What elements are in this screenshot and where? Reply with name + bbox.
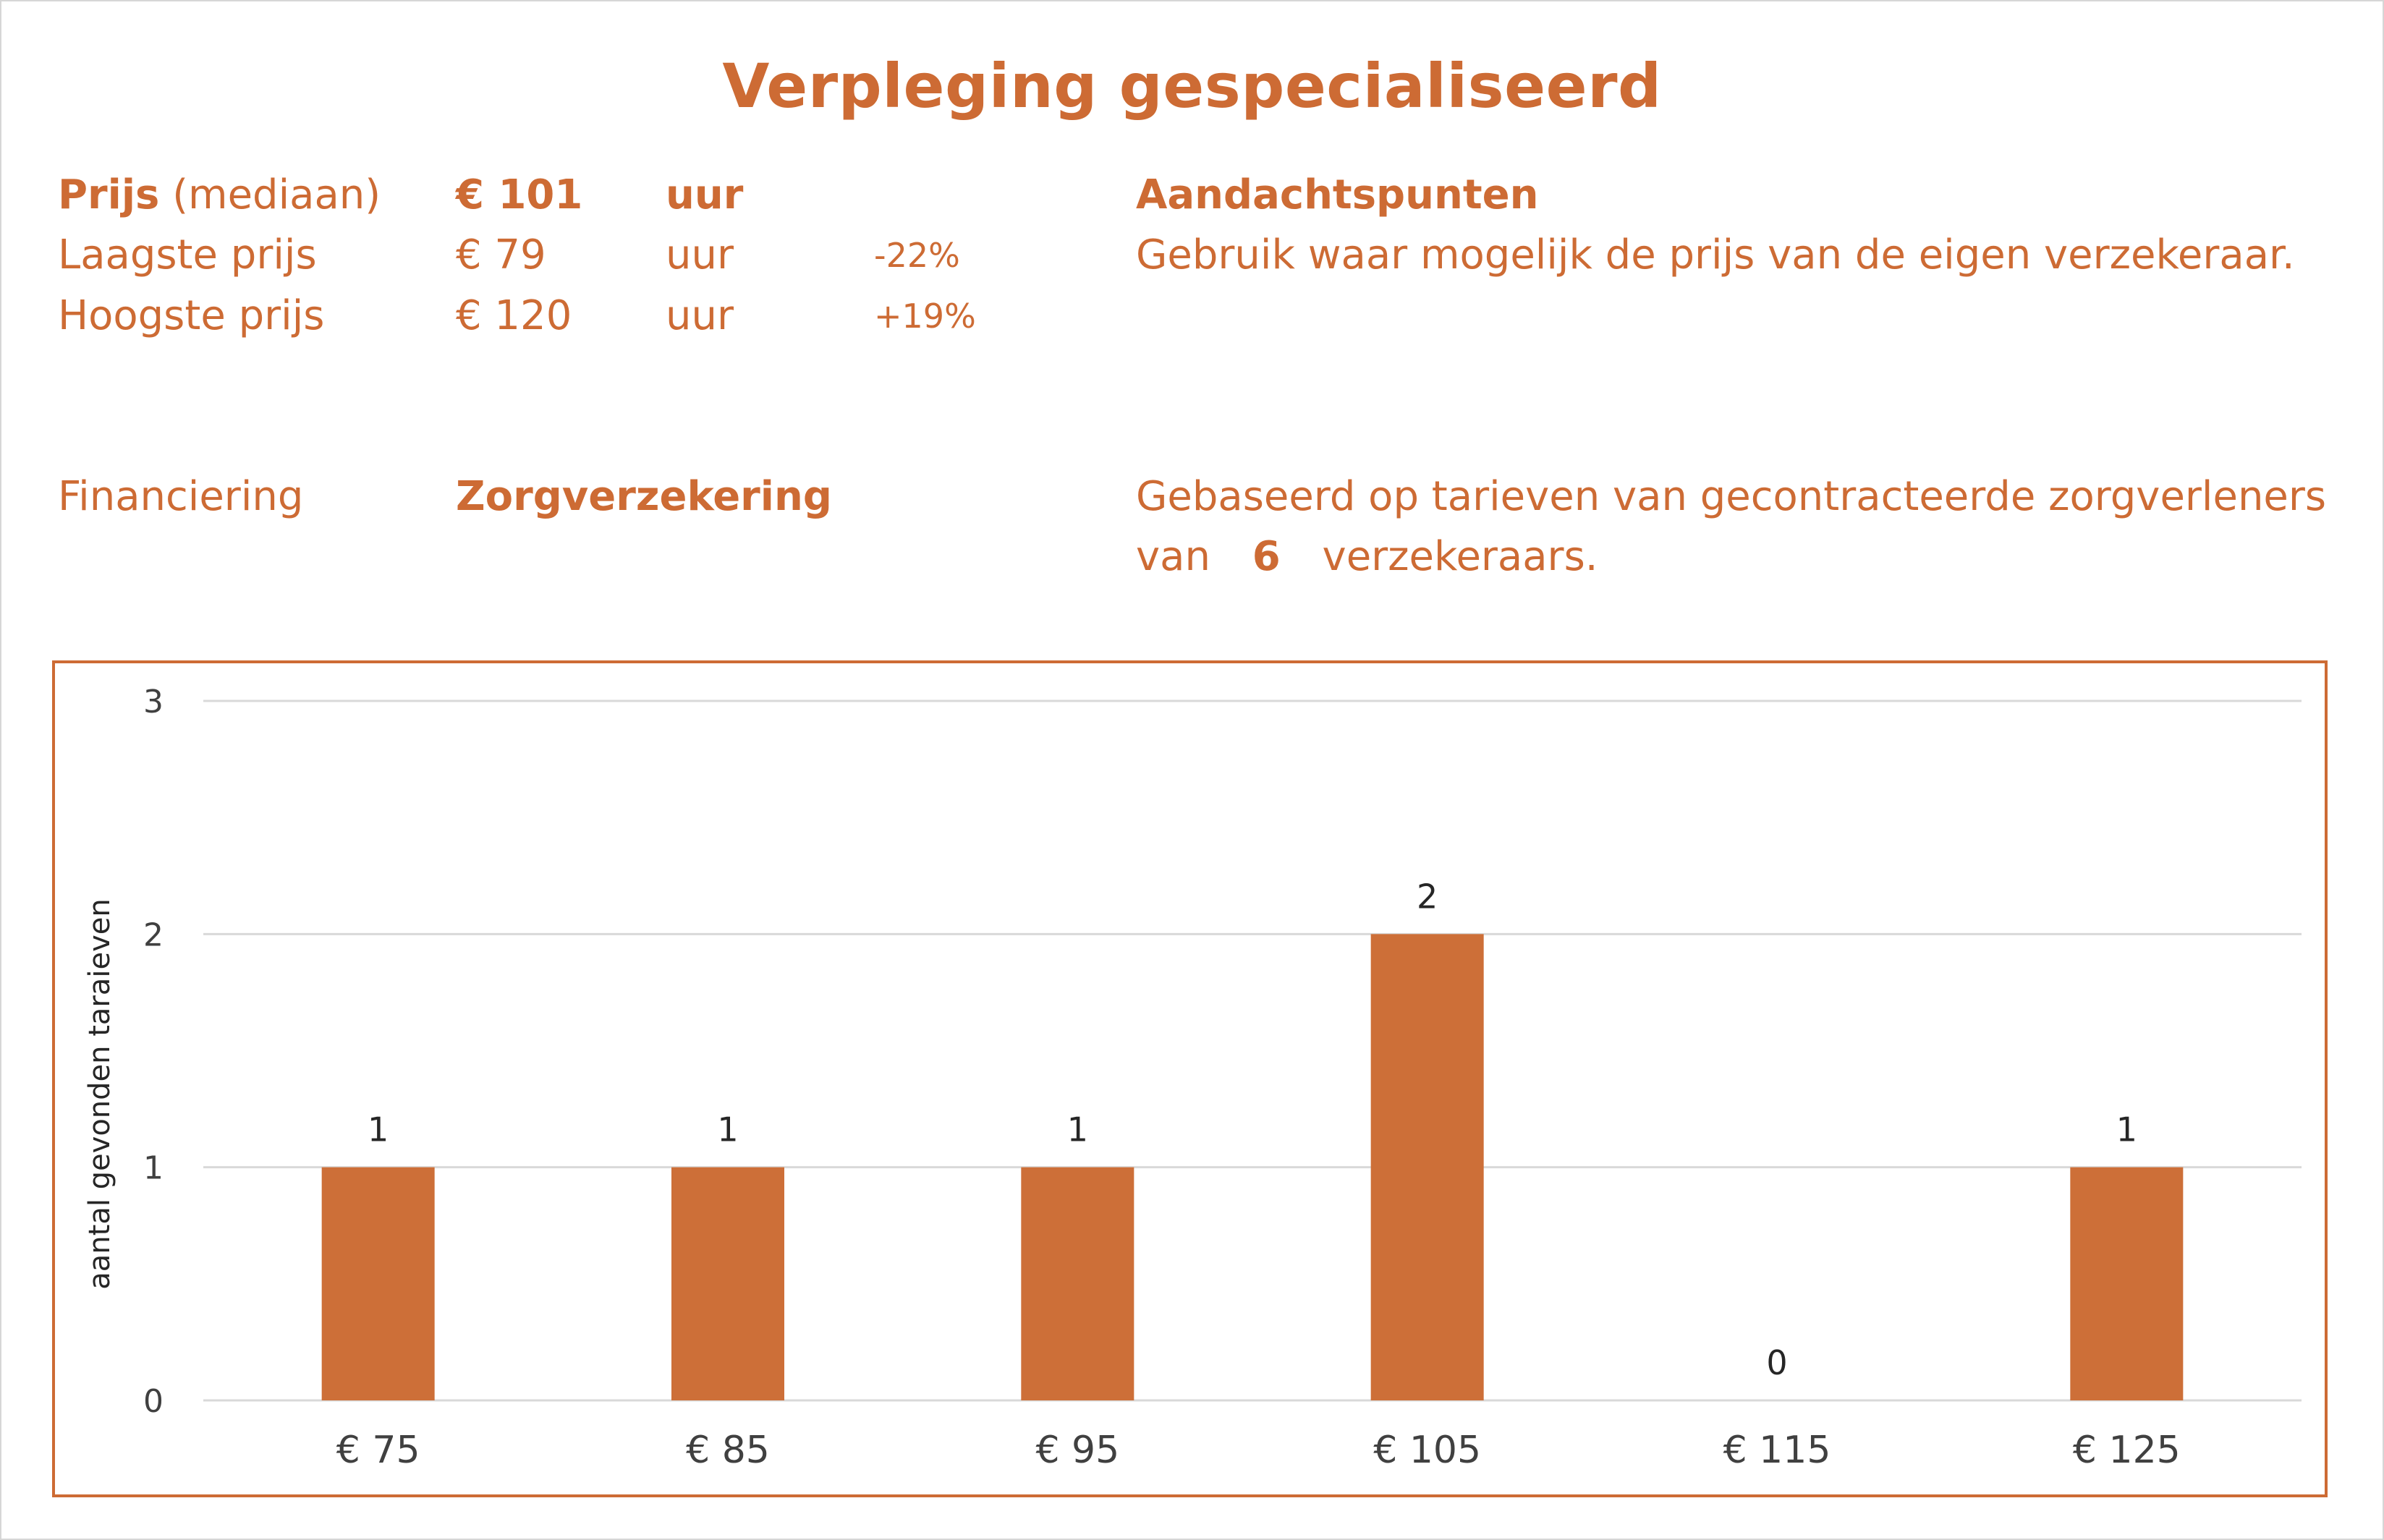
x-tick-label: € 75 <box>336 1429 420 1472</box>
attention-heading: Aandachtspunten <box>1136 171 1539 218</box>
financing-label: Financiering <box>58 473 304 520</box>
data-label: 1 <box>368 1110 389 1149</box>
data-label: 0 <box>1766 1343 1787 1382</box>
x-axis-ticks: € 75 € 85 € 95 € 105 € 115 € 125 <box>336 1429 2181 1472</box>
bar <box>1021 1167 1134 1400</box>
x-tick-label: € 115 <box>1723 1429 1831 1472</box>
highest-label: Hoogste prijs <box>58 292 325 339</box>
highest-percent: +19% <box>874 297 976 336</box>
y-axis-ticks: 0 1 2 3 <box>143 684 164 1420</box>
median-label-bold: Prijs <box>58 171 160 218</box>
lowest-percent: -22% <box>874 236 960 275</box>
data-label: 1 <box>2116 1110 2137 1149</box>
median-value: € 101 <box>456 171 583 218</box>
y-tick-label: 2 <box>143 916 164 953</box>
median-label-rest: (mediaan) <box>172 171 381 218</box>
x-tick-label: € 105 <box>1373 1429 1481 1472</box>
financing-basis-line1: Gebaseerd op tarieven van gecontracteerd… <box>1136 473 2327 520</box>
highest-value: € 120 <box>456 292 572 339</box>
x-tick-label: € 95 <box>1035 1429 1119 1472</box>
x-tick-label: € 125 <box>2073 1429 2181 1472</box>
bars <box>321 934 2184 1400</box>
page-title: Verpleging gespecialiseerd <box>722 51 1662 122</box>
data-labels: 1 1 1 2 0 1 <box>368 877 2137 1382</box>
median-label: Prijs (mediaan) <box>58 170 381 221</box>
lowest-unit: uur <box>666 231 734 278</box>
highest-unit: uur <box>666 292 734 339</box>
lowest-value: € 79 <box>456 231 546 278</box>
financing-basis-line2: van 6 verzekeraars. <box>1136 532 1598 582</box>
data-label: 2 <box>1417 877 1438 916</box>
y-tick-label: 1 <box>143 1150 164 1187</box>
data-label: 1 <box>717 1110 738 1149</box>
attention-text: Gebruik waar mogelijk de prijs van de ei… <box>1136 231 2295 278</box>
data-label: 1 <box>1067 1110 1088 1149</box>
bar <box>2070 1167 2184 1400</box>
y-axis-label: aantal gevonden taraieven <box>83 898 116 1289</box>
bar <box>321 1167 435 1400</box>
bar <box>671 1167 784 1400</box>
x-tick-label: € 85 <box>686 1429 770 1472</box>
financing-value: Zorgverzekering <box>456 473 832 520</box>
y-tick-label: 0 <box>143 1383 164 1420</box>
financing-basis-pre: van <box>1136 533 1210 580</box>
median-unit: uur <box>666 171 744 218</box>
financing-basis-post: verzekeraars. <box>1322 533 1598 580</box>
y-tick-label: 3 <box>143 684 164 720</box>
gridlines <box>203 699 2302 1402</box>
bar <box>1370 934 1484 1400</box>
lowest-label: Laagste prijs <box>58 231 317 278</box>
insurer-count: 6 <box>1252 533 1281 580</box>
